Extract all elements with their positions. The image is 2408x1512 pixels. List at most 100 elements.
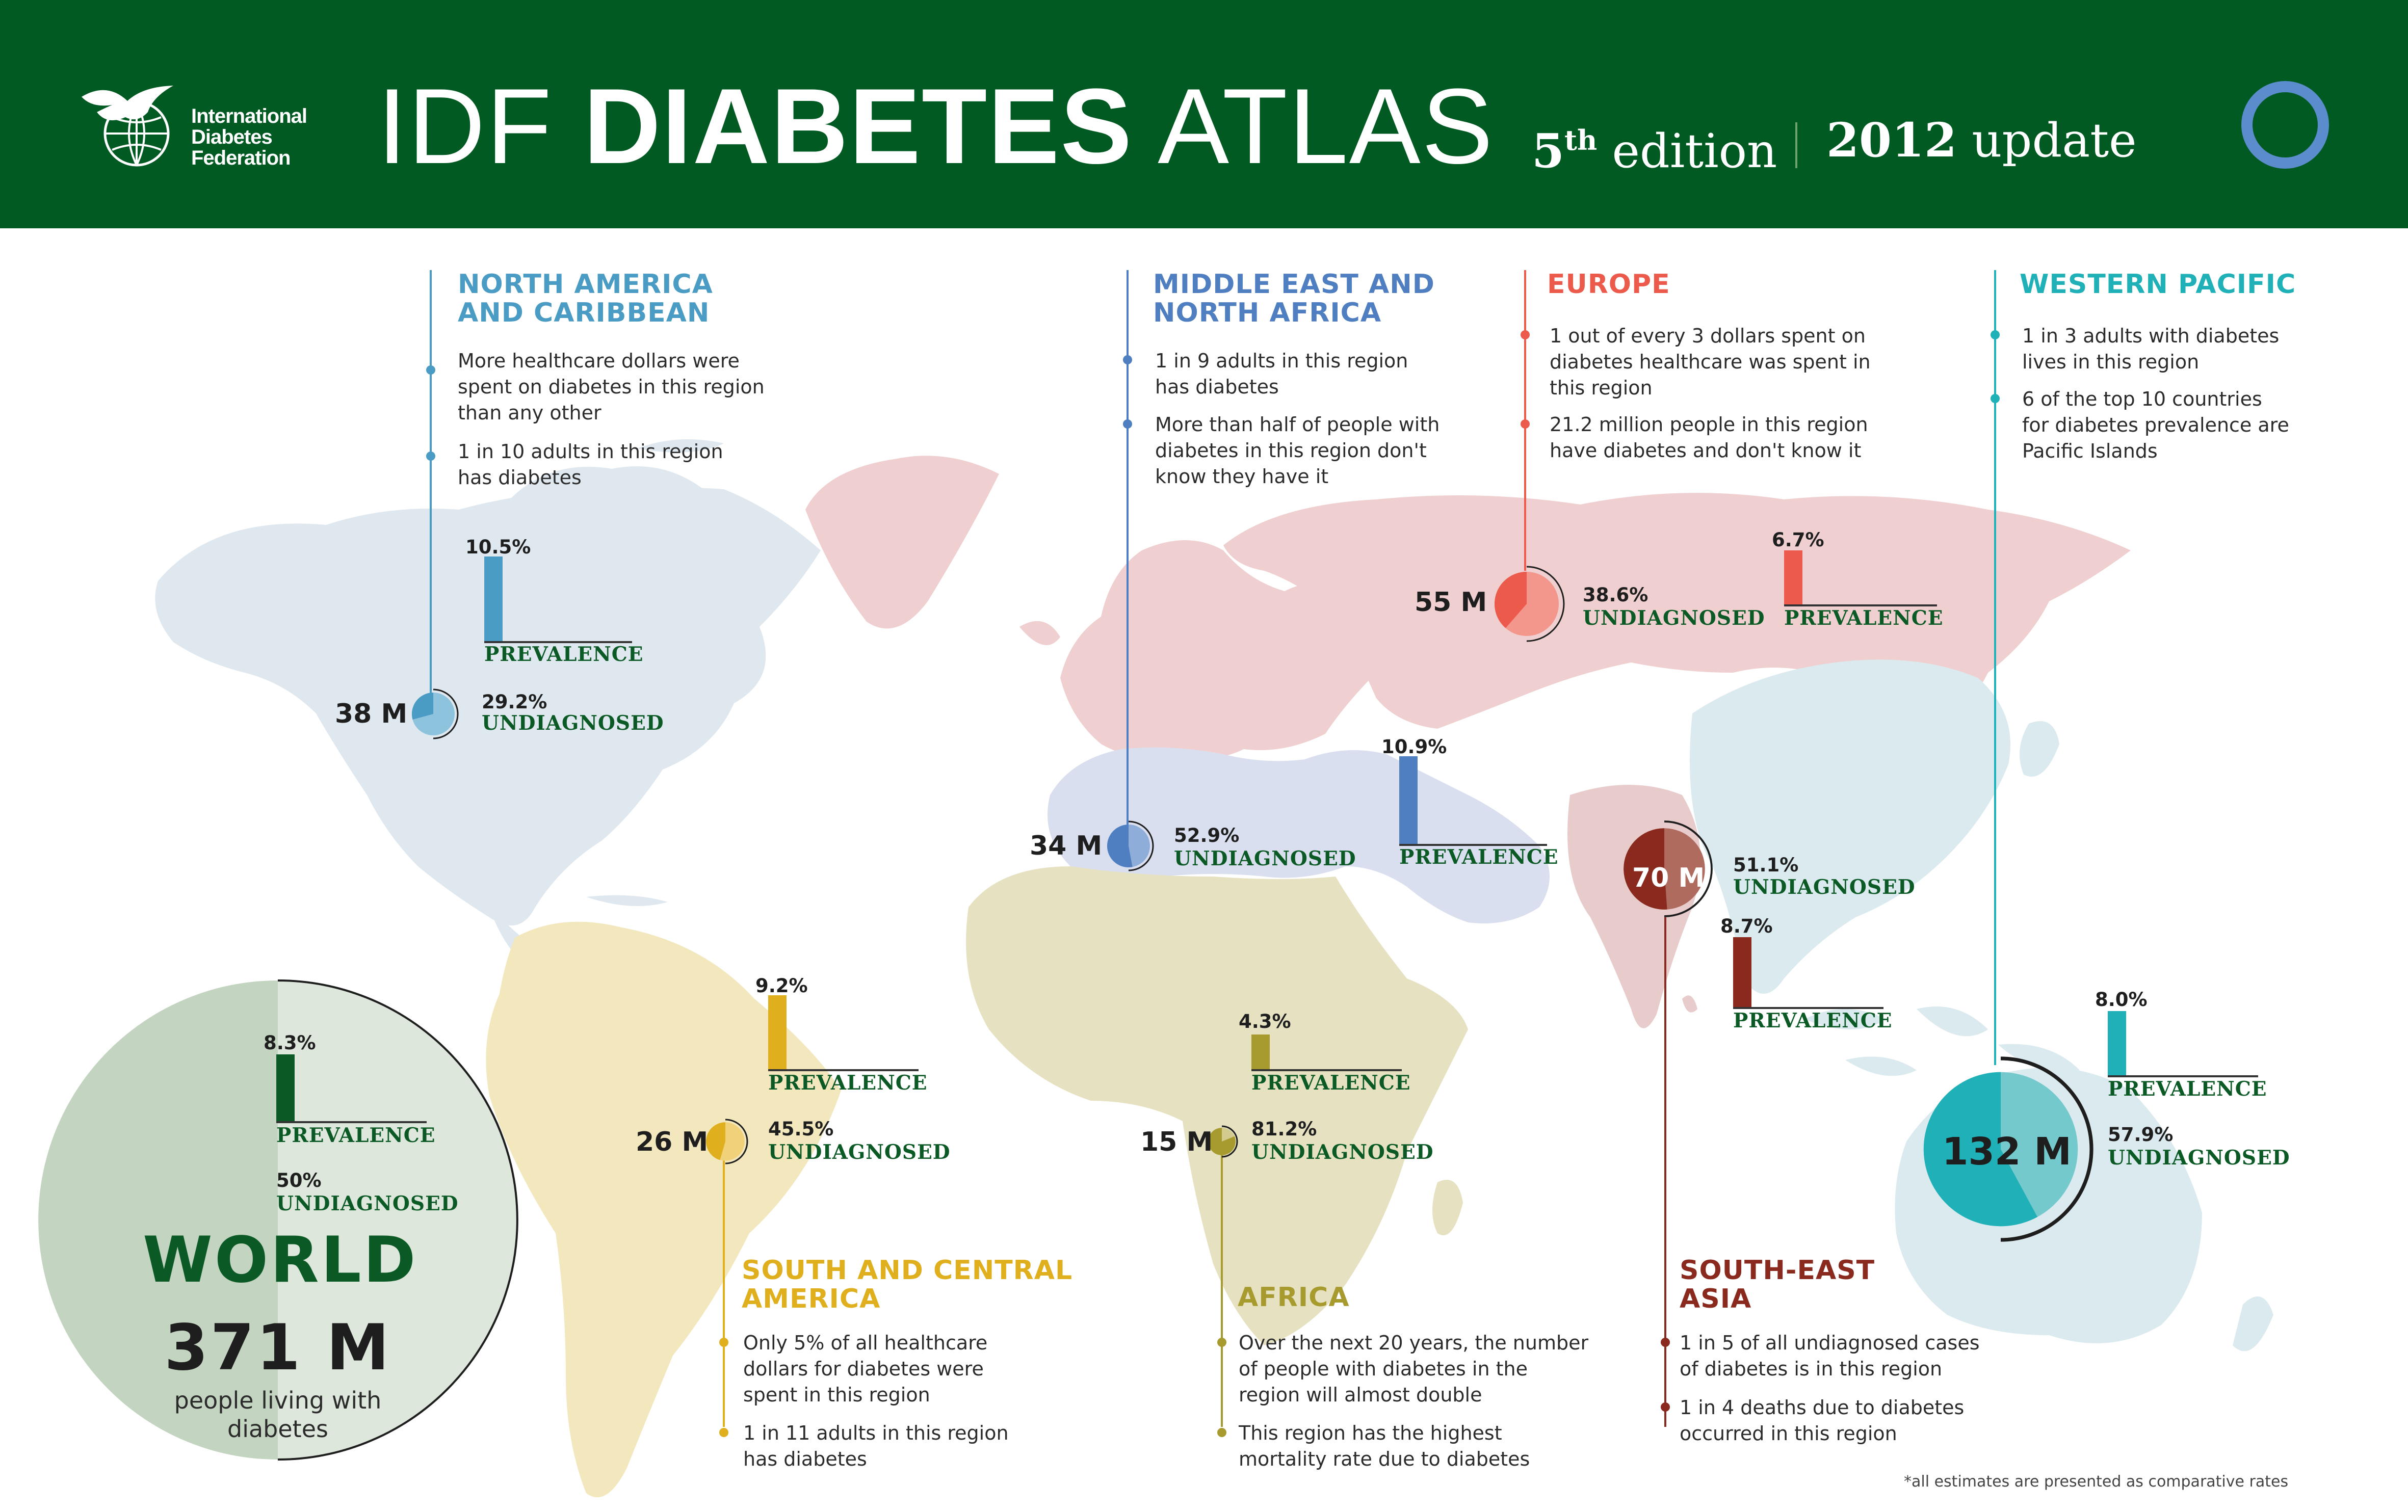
wp-undiagnosed-label: UNDIAGNOSED (2108, 1147, 2290, 1169)
sca-prevalence-label: PREVALENCE (768, 1072, 928, 1094)
world-title: WORLD (143, 1227, 413, 1293)
sea-undiagnosed-value: 51.1% (1733, 855, 1798, 876)
afr-prevalence-label: PREVALENCE (1251, 1072, 1411, 1094)
world-count: 371 M (143, 1315, 413, 1381)
mena-undiagnosed-pie (1103, 820, 1154, 871)
sea-callout-line (1664, 917, 1666, 1427)
mena-prevalence-bar (1399, 756, 1418, 844)
afr-fact-1: Over the next 20 years, the number of pe… (1239, 1330, 1588, 1408)
wp-undiagnosed-value: 57.9% (2108, 1125, 2173, 1145)
wp-region-title: WESTERN PACIFIC (2020, 270, 2296, 299)
eur-region-title: EUROPE (1547, 270, 1670, 299)
na-undiagnosed-label: UNDIAGNOSED (482, 712, 664, 734)
wp-prevalence-label: PREVALENCE (2108, 1078, 2267, 1100)
afr-undiagnosed-label: UNDIAGNOSED (1251, 1142, 1434, 1163)
na-prevalence-label: PREVALENCE (484, 644, 644, 665)
sca-fact-2: 1 in 11 adults in this region has diabet… (743, 1420, 1009, 1472)
mena-undiagnosed-value: 52.9% (1174, 826, 1239, 846)
sea-fact-1: 1 in 5 of all undiagnosed cases of diabe… (1680, 1330, 1980, 1382)
mena-fact-bullet-2 (1123, 419, 1132, 429)
header-divider (1795, 122, 1797, 168)
eur-prevalence-label: PREVALENCE (1784, 607, 1944, 629)
afr-undiagnosed-value: 81.2% (1251, 1119, 1317, 1139)
afr-prevalence-bar (1251, 1034, 1270, 1069)
afr-fact-bullet-2 (1217, 1428, 1226, 1437)
edition-label: 5th edition (1532, 115, 1777, 177)
na-callout-line (430, 270, 432, 713)
mena-fact-bullet-1 (1123, 355, 1132, 364)
mena-prevalence-value: 10.9% (1381, 737, 1447, 757)
sca-undiagnosed-pie (702, 1119, 748, 1164)
wp-fact-bullet-2 (1991, 394, 2000, 403)
eur-fact-2: 21.2 million people in this region have … (1550, 412, 1868, 464)
mena-count: 34 M (1030, 832, 1102, 860)
sea-prevalence-bar (1733, 937, 1751, 1007)
na-undiagnosed-value: 29.2% (482, 692, 547, 712)
mena-region-title: MIDDLE EAST AND NORTH AFRICA (1153, 270, 1435, 327)
eur-fact-1: 1 out of every 3 dollars spent on diabet… (1550, 323, 1871, 401)
sea-prevalence-value: 8.7% (1720, 916, 1773, 937)
sea-region-title: SOUTH-EAST ASIA (1680, 1256, 1875, 1313)
wp-callout-line (1994, 270, 1996, 1065)
sea-fact-2: 1 in 4 deaths due to diabetes occurred i… (1680, 1395, 1964, 1447)
wp-fact-1: 1 in 3 adults with diabetes lives in thi… (2022, 323, 2279, 375)
sca-fact-bullet-1 (719, 1338, 728, 1347)
mena-fact-2: More than half of people with diabetes i… (1155, 412, 1439, 490)
sca-fact-bullet-2 (719, 1428, 728, 1437)
world-undiagnosed-label: UNDIAGNOSED (276, 1193, 459, 1214)
sca-count: 26 M (636, 1128, 708, 1156)
sca-undiagnosed-value: 45.5% (768, 1119, 833, 1139)
sea-fact-bullet-1 (1661, 1338, 1670, 1347)
afr-count: 15 M (1140, 1128, 1213, 1156)
footnote: *all estimates are presented as comparat… (1904, 1473, 2288, 1491)
sca-undiagnosed-label: UNDIAGNOSED (768, 1142, 951, 1163)
mena-prevalence-label: PREVALENCE (1399, 846, 1559, 868)
mena-fact-1: 1 in 9 adults in this region has diabete… (1155, 348, 1408, 400)
world-prevalence-label: PREVALENCE (276, 1125, 436, 1146)
afr-prevalence-value: 4.3% (1239, 1012, 1291, 1032)
sca-fact-1: Only 5% of all healthcare dollars for di… (743, 1330, 987, 1408)
mena-undiagnosed-label: UNDIAGNOSED (1174, 848, 1356, 869)
wp-count: 132 M (1942, 1131, 2072, 1172)
afr-fact-bullet-1 (1217, 1338, 1226, 1347)
eur-undiagnosed-pie (1488, 566, 1565, 642)
world-prevalence-value: 8.3% (264, 1033, 316, 1053)
sea-undiagnosed-label: UNDIAGNOSED (1733, 877, 1916, 898)
sca-region-title: SOUTH AND CENTRAL AMERICA (742, 1256, 1072, 1313)
org-name: International Diabetes Federation (191, 106, 307, 169)
eur-fact-bullet-1 (1521, 330, 1530, 339)
world-prevalence-bar (276, 1054, 295, 1121)
sca-callout-line (723, 1142, 725, 1427)
afr-fact-2: This region has the highest mortality ra… (1239, 1420, 1530, 1472)
eur-fact-bullet-2 (1521, 419, 1530, 429)
blue-circle-icon (2239, 79, 2331, 171)
na-fact-1: More healthcare dollars were spent on di… (458, 348, 765, 426)
eur-prevalence-value: 6.7% (1772, 530, 1824, 550)
world-undiagnosed-value: 50% (276, 1171, 322, 1191)
update-label: 2012 update (1826, 115, 2137, 166)
na-region-title: NORTH AMERICA AND CARIBBEAN (458, 270, 713, 327)
eur-prevalence-bar (1784, 550, 1802, 604)
sca-prevalence-bar (768, 995, 787, 1069)
na-count: 38 M (335, 700, 407, 728)
world-subtitle: people living with diabetes (148, 1386, 408, 1443)
page-title: IDF DIABETES ATLAS (377, 70, 1494, 182)
wp-fact-bullet-1 (1991, 330, 2000, 339)
na-prevalence-bar (484, 556, 503, 641)
na-prevalence-value: 10.5% (465, 537, 531, 558)
afr-callout-line (1221, 1142, 1223, 1427)
sea-fact-bullet-2 (1661, 1402, 1670, 1412)
eur-undiagnosed-value: 38.6% (1583, 585, 1648, 605)
na-fact-bullet-1 (426, 365, 435, 375)
sea-prevalence-label: PREVALENCE (1733, 1010, 1893, 1031)
wp-prevalence-bar (2108, 1011, 2126, 1075)
wp-fact-2: 6 of the top 10 countries for diabetes p… (2022, 386, 2289, 464)
na-fact-2: 1 in 10 adults in this region has diabet… (458, 439, 723, 491)
afr-region-title: AFRICA (1238, 1283, 1350, 1312)
world-prevalence-baseline (276, 1121, 427, 1123)
idf-logo-icon (76, 76, 189, 173)
map-greenland (805, 456, 999, 628)
na-undiagnosed-pie (408, 688, 459, 739)
eur-undiagnosed-label: UNDIAGNOSED (1583, 607, 1765, 629)
na-fact-bullet-2 (426, 452, 435, 461)
